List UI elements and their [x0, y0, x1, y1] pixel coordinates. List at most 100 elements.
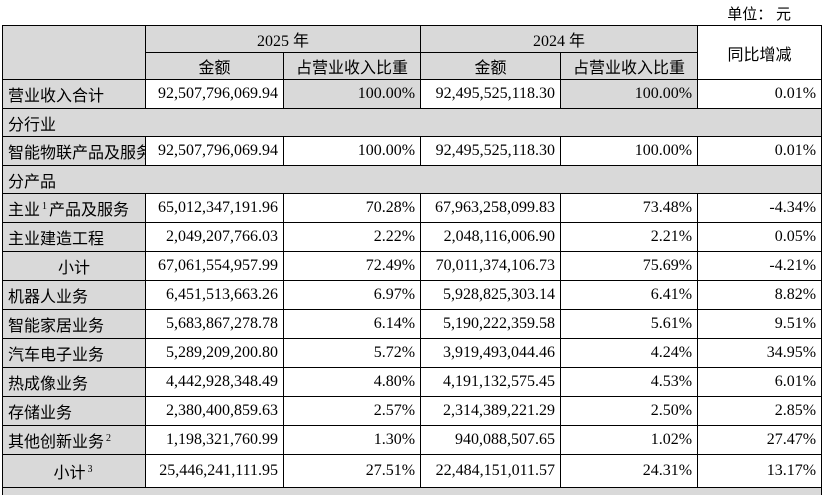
row-label-cell: 其他创新业务 2 — [2, 425, 146, 455]
header-row-years: 2025 年 2024 年 同比增减 — [2, 25, 823, 80]
table-header: 2025 年 2024 年 同比增减 金额 占营业收入比重 金额 占营业收入比重 — [2, 25, 823, 80]
section-row: 分行业 — [1, 108, 823, 137]
share-2025-cell: 100.00% — [282, 79, 422, 109]
amount-2024-cell: 70,011,374,106.73 — [420, 251, 562, 281]
row-label-cell: 热成像业务 — [2, 367, 146, 397]
yoy-cell: 0.01% — [697, 79, 823, 109]
corner-blank-cell — [2, 25, 146, 80]
row-label-cell: 小计 — [2, 251, 146, 281]
table-row: 其他创新业务 2 1,198,321,760.99 1.30% 940,088,507.… — [2, 425, 823, 455]
amount-2024-cell: 5,190,222,359.58 — [420, 309, 562, 339]
footnote-superscript: 1 — [42, 200, 48, 212]
table-row: 汽车电子业务 5,289,209,200.80 5.72% 3,919,493,044… — [2, 338, 823, 368]
amount-2025-cell: 4,442,928,348.49 — [145, 367, 284, 397]
amount-2025-cell: 2,380,400,859.63 — [145, 396, 284, 426]
share-2024-cell: 75.69% — [560, 251, 699, 281]
share-2025-cell: 72.49% — [282, 251, 422, 281]
table-row: 小计 67,061,554,957.99 72.49% 70,011,374,106.… — [2, 251, 823, 281]
share-2025-cell: 6.14% — [282, 309, 422, 339]
amount-2025-cell: 65,012,347,191.96 — [145, 193, 284, 223]
share-2025-cell: 100.00% — [282, 136, 422, 166]
share-2024-cell: 100.00% — [560, 79, 699, 109]
revenue-breakdown-table: 2025 年 2024 年 同比增减 金额 占营业收入比重 金额 占营业收入比重… — [1, 25, 823, 495]
unit-label: 单位： 元 — [727, 7, 791, 23]
yoy-cell: 9.51% — [697, 309, 823, 339]
amount-2025-cell: 92,507,796,069.94 — [145, 136, 284, 166]
row-label-cell: 机器人业务 — [2, 280, 146, 310]
yoy-cell: 6.01% — [697, 367, 823, 397]
yoy-cell: -4.34% — [697, 193, 823, 223]
amount-2024-cell: 92,495,525,118.30 — [420, 136, 562, 166]
share-2025-cell: 1.30% — [282, 425, 422, 455]
row-label-cell: 存储业务 — [2, 396, 146, 426]
share-2025-cell: 27.51% — [282, 454, 422, 488]
footnote-superscript: 3 — [87, 463, 93, 475]
row-label-cell: 小计 3 — [2, 454, 146, 488]
year-2025-header: 2025 年 — [144, 25, 422, 53]
table-row: 主业 1 产品及服务 65,012,347,191.96 70.28% 67,963,25… — [2, 193, 823, 223]
amount-2025-cell: 92,507,796,069.94 — [145, 79, 284, 109]
amount-2024-cell: 5,928,825,303.14 — [420, 280, 562, 310]
amount-2025-cell: 67,061,554,957.99 — [145, 251, 284, 281]
yoy-cell: 34.95% — [697, 338, 823, 368]
row-label-cell: 主业建造工程 — [2, 222, 146, 252]
partial-row — [1, 487, 823, 495]
share-2024-cell: 5.61% — [560, 309, 699, 339]
share-2024-cell: 1.02% — [560, 425, 699, 455]
amount-2024-cell: 67,963,258,099.83 — [420, 193, 562, 223]
amount-2025-cell: 5,289,209,200.80 — [145, 338, 284, 368]
partial-band — [1, 487, 823, 495]
amount-2024-cell: 940,088,507.65 — [420, 425, 562, 455]
footnote-superscript: 2 — [106, 432, 112, 444]
row-label-cell: 营业收入合计 — [2, 79, 146, 109]
header-row-metrics: 金额 占营业收入比重 金额 占营业收入比重 — [3, 52, 822, 80]
share-2025-cell: 70.28% — [282, 193, 422, 223]
share-2024-header: 占营业收入比重 — [560, 52, 699, 80]
amount-2025-header: 金额 — [145, 52, 284, 80]
amount-2025-cell: 6,451,513,663.26 — [145, 280, 284, 310]
amount-2024-cell: 2,314,389,221.29 — [420, 396, 562, 426]
share-2024-cell: 2.21% — [560, 222, 699, 252]
share-2024-cell: 4.53% — [560, 367, 699, 397]
share-2025-cell: 5.72% — [282, 338, 422, 368]
yoy-header: 同比增减 — [697, 25, 823, 80]
table-row: 小计 3 25,446,241,111.95 27.51% 22,484,151,011… — [2, 454, 823, 488]
row-label-cell: 智能物联产品及服务 — [2, 136, 146, 166]
yoy-cell: 8.82% — [697, 280, 823, 310]
share-2024-cell: 24.31% — [560, 454, 699, 488]
amount-2025-cell: 5,683,867,278.78 — [145, 309, 284, 339]
share-2024-cell: 73.48% — [560, 193, 699, 223]
table-row: 机器人业务 6,451,513,663.26 6.97% 5,928,825,303.… — [2, 280, 823, 310]
amount-2024-cell: 22,484,151,011.57 — [420, 454, 562, 488]
share-2024-cell: 100.00% — [560, 136, 699, 166]
table-row: 主业建造工程 2,049,207,766.03 2.22% 2,048,116,006… — [2, 222, 823, 252]
amount-2025-cell: 1,198,321,760.99 — [145, 425, 284, 455]
yoy-cell: 13.17% — [697, 454, 823, 488]
table-row: 热成像业务 4,442,928,348.49 4.80% 4,191,132,575.… — [2, 367, 823, 397]
year-2024-header: 2024 年 — [420, 25, 699, 53]
table-row: 智能物联产品及服务 92,507,796,069.94 100.00% 92,495,… — [2, 136, 823, 166]
row-label-cell: 汽车电子业务 — [2, 338, 146, 368]
yoy-cell: -4.21% — [697, 251, 823, 281]
amount-2024-cell: 92,495,525,118.30 — [420, 79, 562, 109]
table-row: 智能家居业务 5,683,867,278.78 6.14% 5,190,222,359… — [2, 309, 823, 339]
yoy-cell: 0.05% — [697, 222, 823, 252]
share-2025-cell: 2.22% — [282, 222, 422, 252]
share-2025-cell: 6.97% — [282, 280, 422, 310]
share-2024-cell: 6.41% — [560, 280, 699, 310]
share-2024-cell: 4.24% — [560, 338, 699, 368]
table-row: 营业收入合计 92,507,796,069.94 100.00% 92,495,525… — [2, 79, 823, 109]
row-label-cell: 智能家居业务 — [2, 309, 146, 339]
amount-2025-cell: 2,049,207,766.03 — [145, 222, 284, 252]
share-2025-header: 占营业收入比重 — [282, 52, 422, 80]
share-2025-cell: 4.80% — [282, 367, 422, 397]
amount-2024-cell: 2,048,116,006.90 — [420, 222, 562, 252]
table-row: 存储业务 2,380,400,859.63 2.57% 2,314,389,221.2… — [2, 396, 823, 426]
share-2025-cell: 2.57% — [282, 396, 422, 426]
amount-2024-header: 金额 — [420, 52, 562, 80]
row-label-cell: 主业 1 产品及服务 — [2, 193, 146, 223]
amount-2024-cell: 4,191,132,575.45 — [420, 367, 562, 397]
section-row: 分产品 — [1, 165, 823, 194]
section-label: 分产品 — [1, 165, 823, 194]
yoy-cell: 0.01% — [697, 136, 823, 166]
